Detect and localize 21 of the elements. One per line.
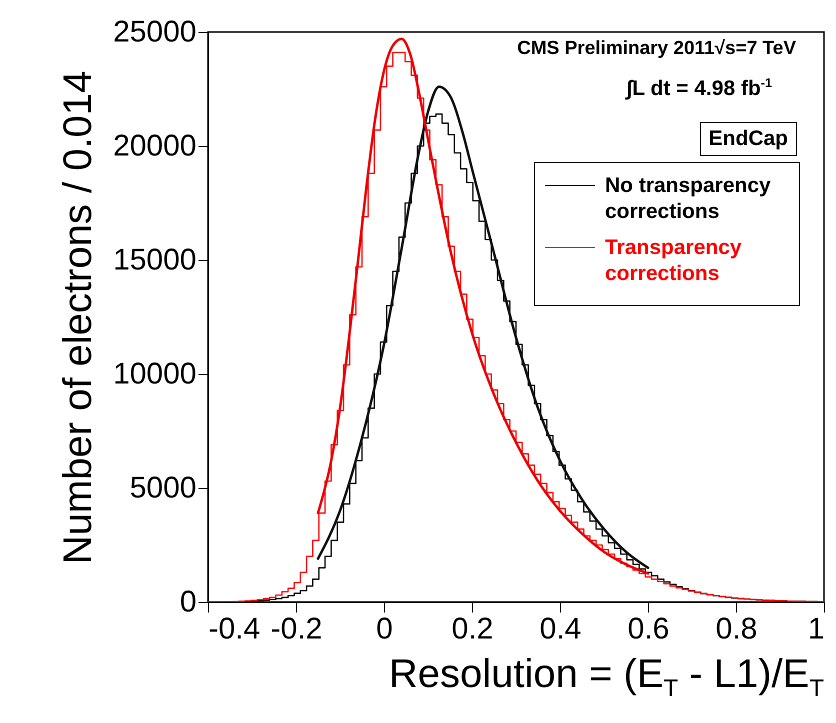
x-tick-label: 0.2 [452, 612, 494, 646]
y-axis-title: Number of electrons / 0.014 [56, 70, 100, 564]
annotation: CMS Preliminary 2011√s=7 TeV [517, 38, 796, 60]
y-tick-label: 0 [180, 586, 196, 618]
legend-label: No transparency corrections [605, 173, 772, 225]
legend-label: Transparency corrections [605, 235, 743, 287]
x-tick-label: 0.6 [628, 612, 670, 646]
annotation: EndCap [700, 122, 797, 156]
y-tick-label: 10000 [113, 358, 196, 390]
x-tick-label: 1 [808, 612, 824, 646]
x-tick-label: 0.8 [716, 612, 758, 646]
y-tick-label: 25000 [113, 16, 196, 48]
x-tick-label: -0.2 [270, 612, 322, 646]
y-tick-label: 15000 [113, 244, 196, 276]
x-tick-label: -0.4 [208, 612, 260, 646]
x-tick-label: 0 [376, 612, 393, 646]
y-tick-label: 20000 [113, 130, 196, 162]
x-axis-title: Resolution = (E$_{T}$ - L1)/E$_{T}$ [388, 652, 824, 703]
annotation: ∫L dt = 4.98 fb$^{-1}$ [626, 76, 772, 101]
y-tick-label: 5000 [130, 472, 196, 504]
x-tick-label: 0.4 [540, 612, 582, 646]
